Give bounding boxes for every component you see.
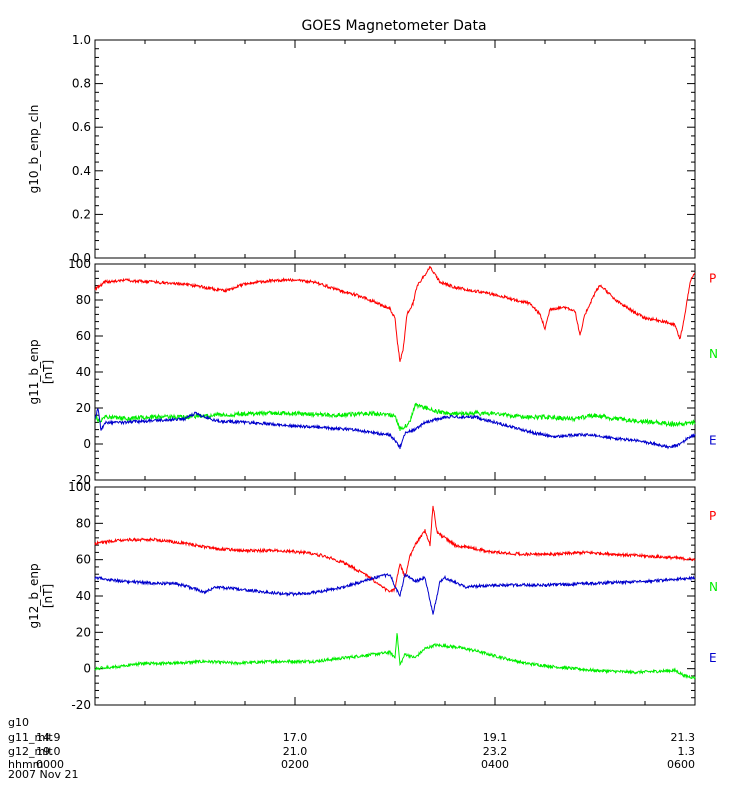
y-tick-label: 80 <box>76 516 91 530</box>
legend-entry-n: N <box>709 580 718 594</box>
y-axis-unit: [nT] <box>41 584 55 608</box>
y-tick-label: 0.8 <box>72 77 91 91</box>
series-line-e <box>94 408 696 450</box>
legend-entry-n: N <box>709 347 718 361</box>
x-tick-label: 0000 <box>36 758 64 771</box>
y-axis-label: g10_b_enp_cln <box>27 105 41 194</box>
x-tick-label: 0200 <box>281 758 309 771</box>
plot-panels: 0.0 0.2 0.4 0.6 0.8 1.0 g10_b_enp_cln -20 0 20 40 6… <box>27 33 718 712</box>
y-tick-label: 40 <box>76 365 91 379</box>
x-row-label: g11_mlt <box>8 731 53 744</box>
y-tick-label: 20 <box>76 401 91 415</box>
x-row-label: hhmm <box>8 758 43 771</box>
y-tick-label: 0 <box>83 437 91 451</box>
y-tick-label: 0.0 <box>72 251 91 265</box>
panel-2: -20 0 20 40 60 80 100 g11_b_enp [nT] P N E <box>27 257 718 487</box>
legend-entry-e: E <box>709 433 717 447</box>
y-tick-label: 100 <box>68 480 91 494</box>
y-tick-label: 0.6 <box>72 120 91 134</box>
y-axis-unit: [nT] <box>41 360 55 384</box>
series-line-p <box>94 505 696 593</box>
x-tick-label: 1.3 <box>678 745 696 758</box>
series-line-p <box>94 265 696 362</box>
y-tick-label: 60 <box>76 329 91 343</box>
y-tick-label: 0.2 <box>72 207 91 221</box>
panel-3: -20 0 20 40 60 80 100 g12_b_enp [nT] P N E <box>27 480 718 712</box>
y-tick-label: 80 <box>76 293 91 307</box>
y-tick-label: 20 <box>76 625 91 639</box>
x-tick-label: 0400 <box>481 758 509 771</box>
x-tick-label: 23.2 <box>483 745 508 758</box>
x-tick-label: 21.3 <box>671 731 696 744</box>
panel-frame <box>94 263 696 481</box>
x-tick-label: 19.0 <box>36 745 61 758</box>
y-tick-label: -20 <box>71 473 91 487</box>
y-tick-label: 0.4 <box>72 164 91 178</box>
series-line-n <box>94 572 696 615</box>
y-tick-label: 0 <box>83 662 91 676</box>
panel-frame <box>94 39 696 259</box>
x-tick-label: 17.0 <box>283 731 308 744</box>
legend-entry-e: E <box>709 651 717 665</box>
y-axis-label: g12_b_enp <box>27 563 41 628</box>
x-row-label: g10 <box>8 716 29 729</box>
x-tick-label: 21.0 <box>283 745 308 758</box>
legend-entry-p: P <box>709 509 716 523</box>
series-line-n <box>94 402 696 431</box>
y-tick-label: 60 <box>76 553 91 567</box>
x-row-label: g12_mlt <box>8 745 53 758</box>
x-tick-label: 14.9 <box>36 731 61 744</box>
y-tick-label: 40 <box>76 589 91 603</box>
series-line-e <box>94 633 696 681</box>
panel-frame <box>94 486 696 706</box>
x-tick-label: 19.1 <box>483 731 508 744</box>
legend-entry-p: P <box>709 271 716 285</box>
chart-title: GOES Magnetometer Data <box>301 18 486 34</box>
date-label: 2007 Nov 21 <box>8 768 78 781</box>
y-axis-label: g11_b_enp <box>27 339 41 404</box>
y-tick-label: 100 <box>68 257 91 271</box>
y-tick-label: -20 <box>71 698 91 712</box>
x-tick-label: 0600 <box>667 758 695 771</box>
panel-1: 0.0 0.2 0.4 0.6 0.8 1.0 g10_b_enp_cln <box>27 33 696 265</box>
y-tick-label: 1.0 <box>72 33 91 47</box>
